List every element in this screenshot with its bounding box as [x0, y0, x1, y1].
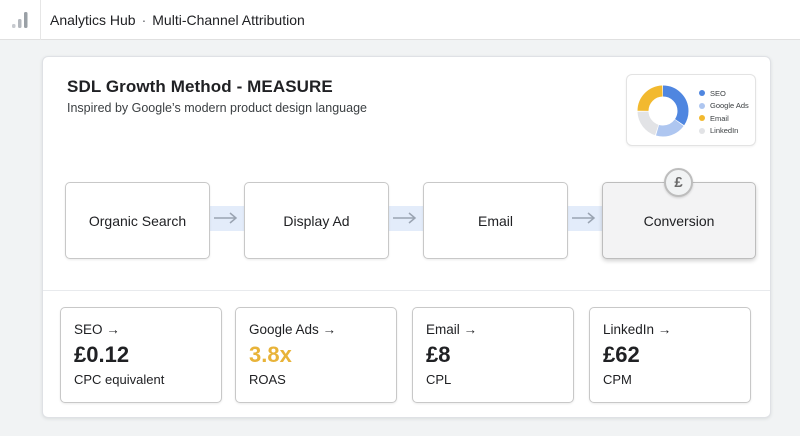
- card-title: SDL Growth Method - MEASURE: [67, 77, 333, 96]
- metric-sublabel: CPC equivalent: [74, 372, 165, 387]
- channel-mix-donut-card: SEO Google Ads Email LinkedIn: [626, 74, 756, 146]
- legend-dot: [699, 127, 705, 134]
- metric-label: Email →: [426, 322, 478, 337]
- flow-step-organic-search[interactable]: Organic Search: [65, 182, 210, 259]
- metric-card-email[interactable]: Email → £8 CPL: [412, 307, 574, 403]
- metric-card-google-ads[interactable]: Google Ads → 3.8x ROAS: [235, 307, 397, 403]
- metric-card-seo[interactable]: SEO → £0.12 CPC equivalent: [60, 307, 222, 403]
- arrow-right-icon: [572, 212, 596, 224]
- analytics-logo-icon[interactable]: [0, 0, 41, 40]
- pound-currency-icon: £: [664, 168, 693, 197]
- metric-value: £62: [603, 342, 640, 367]
- legend-label: Google Ads: [710, 101, 749, 111]
- metric-value: £0.12: [74, 342, 130, 367]
- legend-item: Google Ads: [699, 100, 749, 113]
- flow-step-email[interactable]: Email: [423, 182, 568, 259]
- flow-step-display-ad[interactable]: Display Ad: [244, 182, 389, 259]
- metric-label: Google Ads →: [249, 322, 337, 337]
- arrow-right-icon: [214, 212, 238, 224]
- legend-item: SEO: [699, 87, 749, 100]
- arrow-right-icon: [393, 212, 417, 224]
- legend-dot: [699, 102, 705, 109]
- legend-label: Email: [710, 113, 729, 123]
- metric-sublabel: CPM: [603, 372, 632, 387]
- metric-label: SEO →: [74, 322, 120, 337]
- legend-dot: [699, 90, 705, 97]
- legend-label: LinkedIn: [710, 126, 739, 136]
- page-name: Multi-Channel Attribution: [152, 11, 305, 28]
- app-title: Analytics Hub · Multi-Channel Attribution: [50, 12, 305, 28]
- donut-slice-google-ads: [637, 85, 689, 137]
- legend-item: Email: [699, 112, 749, 125]
- metric-value: £8: [426, 342, 451, 367]
- metric-value: 3.8x: [249, 342, 292, 367]
- legend-dot: [699, 115, 705, 122]
- title-separator: ·: [141, 11, 147, 28]
- legend-item: LinkedIn: [699, 125, 749, 138]
- legend-label: SEO: [710, 88, 726, 98]
- metric-label: LinkedIn →: [603, 322, 672, 337]
- top-bar: Analytics Hub · Multi-Channel Attribution: [0, 0, 800, 40]
- metric-sublabel: ROAS: [249, 372, 286, 387]
- metric-sublabel: CPL: [426, 372, 452, 387]
- card-subtitle: Inspired by Google’s modern product desi…: [67, 101, 367, 115]
- measure-card: SDL Growth Method - MEASURE Inspired by …: [42, 56, 771, 418]
- channel-mix-donut: [637, 85, 689, 137]
- section-divider: [43, 290, 770, 291]
- metric-card-linkedin[interactable]: LinkedIn → £62 CPM: [589, 307, 751, 403]
- donut-slice-linkedin: [637, 85, 689, 137]
- app-name: Analytics Hub: [50, 11, 136, 28]
- donut-legend: SEO Google Ads Email LinkedIn: [699, 87, 749, 137]
